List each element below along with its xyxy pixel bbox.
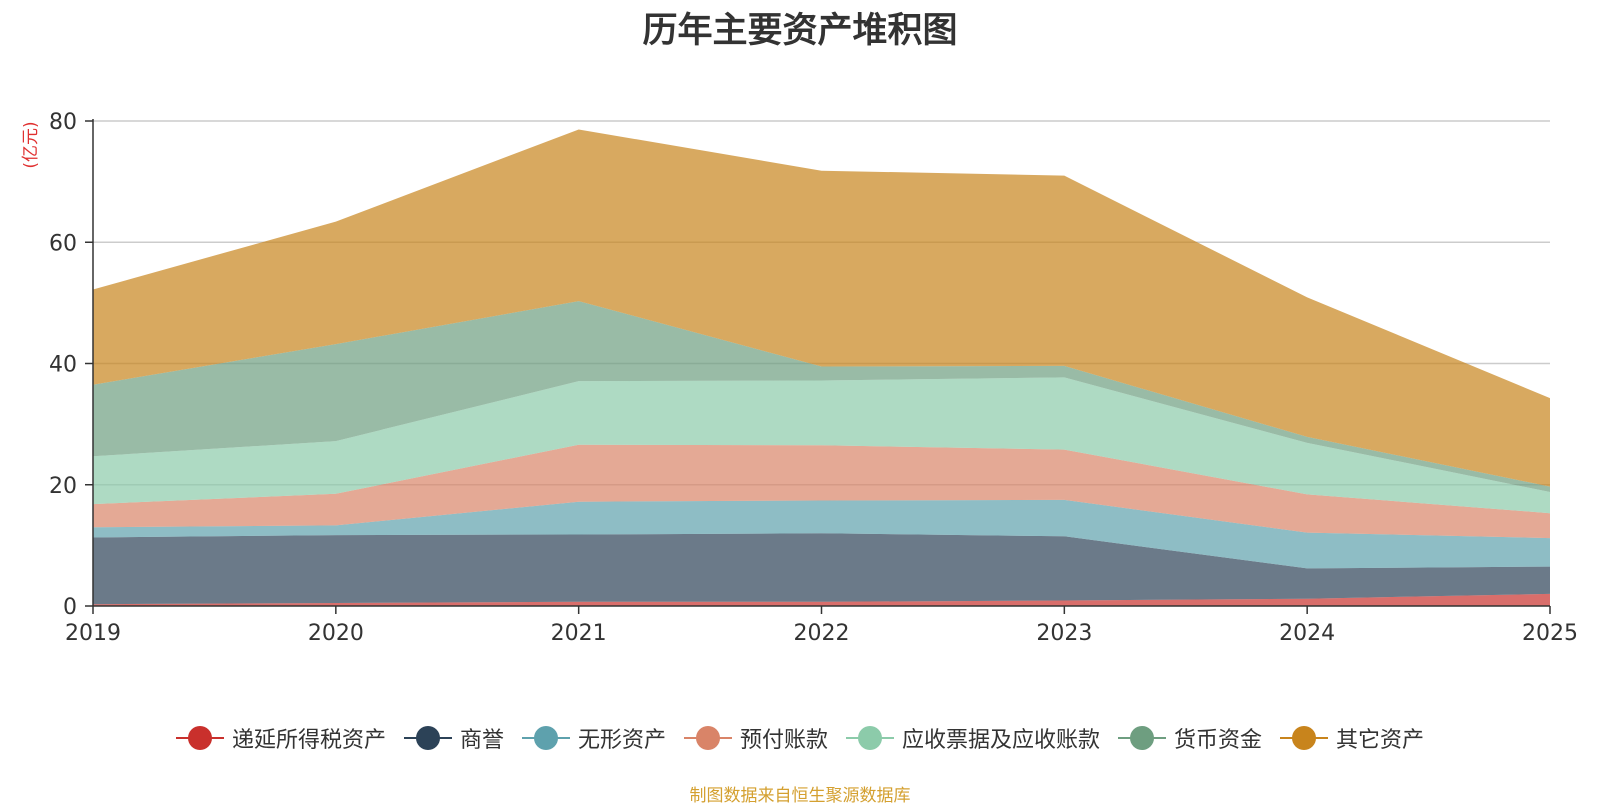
area-series-4[interactable] — [93, 377, 1550, 514]
source-note: 制图数据来自恒生聚源数据库 — [689, 786, 911, 806]
legend-marker-icon — [175, 726, 224, 750]
area-series-2[interactable] — [93, 499, 1550, 569]
legend-label: 其它资产 — [1336, 728, 1425, 753]
x-tick-label: 2023 — [1036, 621, 1092, 646]
legend-label: 预付账款 — [739, 728, 828, 753]
legend-item-3[interactable]: 预付账款 — [683, 722, 828, 754]
chart-title: 历年主要资产堆积图 — [642, 11, 958, 51]
legend-marker-icon — [1280, 726, 1329, 750]
x-tick-label: 2025 — [1522, 621, 1578, 646]
legend-marker-icon — [683, 726, 732, 750]
legend-item-4[interactable]: 应收票据及应收账款 — [846, 722, 1100, 754]
area-series-6[interactable] — [93, 129, 1550, 487]
legend-marker-icon — [846, 726, 894, 750]
legend-label: 应收票据及应收账款 — [902, 728, 1101, 753]
y-tick-label: 20 — [49, 474, 77, 499]
area-series-5[interactable] — [93, 301, 1550, 492]
y-tick-label: 80 — [49, 110, 77, 135]
area-series-1[interactable] — [93, 533, 1550, 605]
x-tick-label: 2019 — [65, 621, 121, 646]
legend-item-0[interactable]: 递延所得税资产 — [175, 722, 386, 754]
x-tick-label: 2020 — [308, 621, 364, 646]
x-tick-label: 2021 — [551, 621, 607, 646]
legend-label: 货币资金 — [1174, 728, 1263, 753]
area-series-3[interactable] — [93, 444, 1550, 539]
legend-label: 商誉 — [459, 728, 504, 753]
area-series — [93, 129, 1550, 606]
legend-item-6[interactable]: 其它资产 — [1280, 722, 1424, 754]
y-tick-label: 0 — [63, 595, 77, 620]
legend-label: 递延所得税资产 — [231, 728, 386, 753]
y-unit-label: (亿元) — [21, 121, 41, 168]
y-tick-label: 60 — [49, 231, 77, 256]
legend-item-1[interactable]: 商誉 — [403, 722, 504, 754]
legend-marker-icon — [521, 726, 570, 750]
area-series-0[interactable] — [93, 593, 1550, 606]
legend-item-5[interactable]: 货币资金 — [1118, 722, 1262, 754]
legend-item-2[interactable]: 无形资产 — [521, 722, 666, 754]
legend: 递延所得税资产 商誉 无形资产 预付账款 应收票据及应收账款 货币资金 其它资产 — [0, 720, 1600, 756]
y-tick-label: 40 — [49, 353, 77, 378]
legend-marker-icon — [1118, 726, 1167, 750]
legend-marker-icon — [403, 726, 452, 750]
x-tick-label: 2024 — [1279, 621, 1335, 646]
axes: 0 20 40 60 80 2019 2020 2021 2022 2023 2024 2025 — [49, 110, 1578, 646]
x-tick-label: 2022 — [794, 621, 850, 646]
legend-label: 无形资产 — [577, 728, 666, 753]
